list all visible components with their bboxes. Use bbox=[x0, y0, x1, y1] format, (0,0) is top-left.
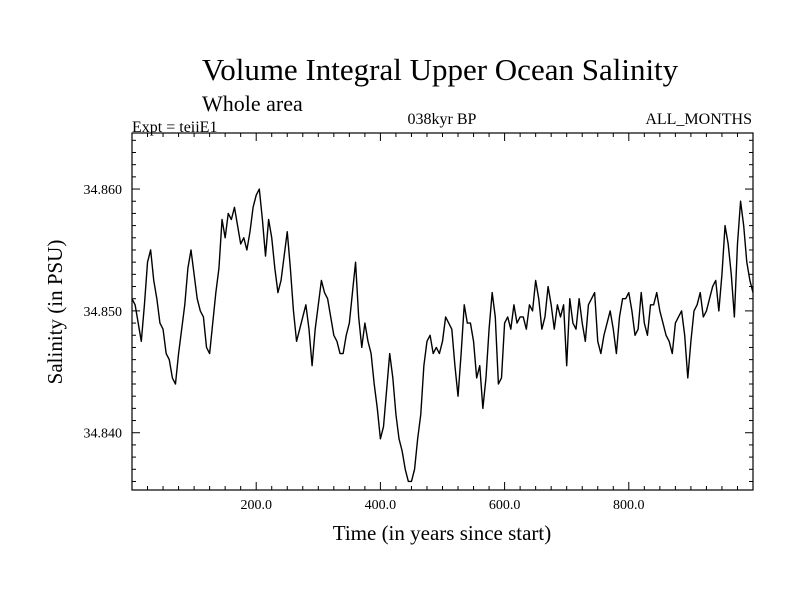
series-group bbox=[131, 188, 754, 483]
y-axis-label: Salinity (in PSU) bbox=[43, 240, 67, 385]
x-tick-label: 200.0 bbox=[240, 498, 272, 513]
chart-subtitle: Whole area bbox=[202, 91, 303, 116]
y-tick-label: 34.860 bbox=[84, 183, 123, 198]
ticks: 200.0 400.0 600.0 800.0 34.840 34.850 34.860 bbox=[84, 133, 754, 513]
annotation-right: ALL_MONTHS bbox=[645, 111, 752, 128]
x-tick-label: 600.0 bbox=[489, 498, 521, 513]
y-tick-label: 34.850 bbox=[84, 305, 123, 320]
x-tick-label: 800.0 bbox=[613, 498, 645, 513]
annotation-left: Expt = teiiE1 bbox=[132, 119, 217, 136]
x-axis-label: Time (in years since start) bbox=[333, 521, 552, 545]
chart-title: Volume Integral Upper Ocean Salinity bbox=[202, 52, 679, 87]
y-tick-label: 34.840 bbox=[84, 427, 123, 442]
annotation-center: 038kyr BP bbox=[408, 111, 477, 128]
x-tick-label: 400.0 bbox=[365, 498, 397, 513]
series-line bbox=[131, 188, 754, 483]
